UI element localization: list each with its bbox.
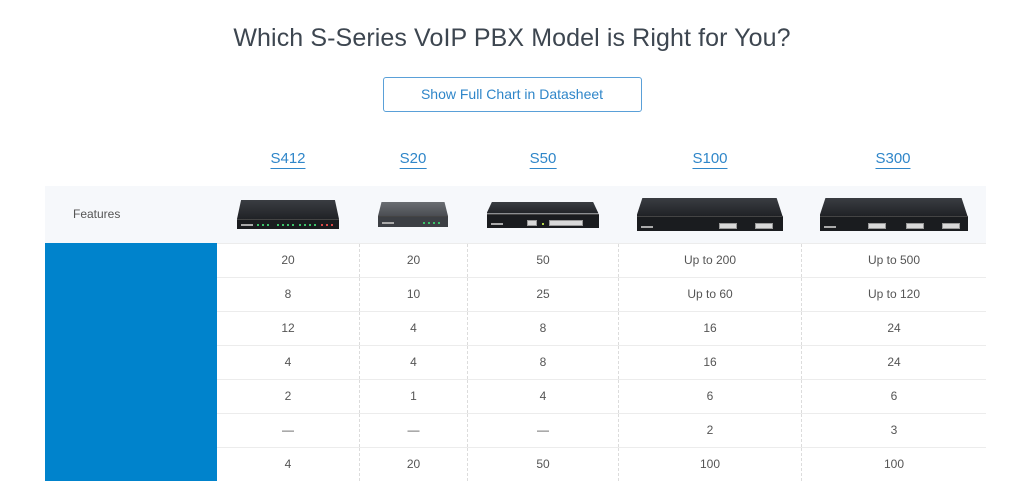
comparison-table: Features — [45, 186, 986, 481]
table-cell: 4 — [359, 346, 467, 379]
table-cell: 25 — [467, 278, 618, 311]
table-cell: 3 — [801, 414, 986, 447]
table-cell: Up to 120 — [801, 278, 986, 311]
model-link-s412[interactable]: S412 — [270, 150, 306, 169]
model-link-s20[interactable]: S20 — [399, 150, 427, 169]
s50-device-image — [486, 201, 599, 228]
s20-device-image — [378, 202, 448, 227]
table-cell: 2 — [284, 389, 292, 403]
table-cell: 16 — [618, 346, 801, 379]
table-cell: Up to 500 — [801, 244, 986, 277]
table-body: Users 20 20 50 Up to 200 Up to 500 Concu… — [45, 243, 986, 481]
table-cell: 1 — [359, 380, 467, 413]
s100-device-image — [636, 198, 783, 231]
table-cell: 4 — [284, 457, 292, 471]
table-cell: 4 — [284, 355, 292, 369]
table-cell: 6 — [618, 380, 801, 413]
features-header: Features — [73, 207, 121, 221]
s50-image-cell — [467, 186, 618, 243]
model-link-s50[interactable]: S50 — [529, 150, 557, 169]
page-title: Which S-Series VoIP PBX Model is Right f… — [233, 24, 791, 52]
table-header-row: Features — [45, 186, 986, 243]
model-link-s300[interactable]: S300 — [875, 150, 911, 169]
table-cell: 24 — [801, 346, 986, 379]
table-cell: 6 — [801, 380, 986, 413]
s300-device-image — [819, 198, 968, 231]
table-cell: 2 — [618, 414, 801, 447]
table-cell: 8 — [467, 346, 618, 379]
s100-image-cell — [618, 186, 801, 243]
s300-image-cell — [801, 186, 986, 243]
table-cell: — — [359, 414, 467, 447]
table-cell: 50 — [467, 244, 618, 277]
table-cell: 100 — [801, 448, 986, 481]
table-cell: 50 — [467, 448, 618, 481]
table-cell: 12 — [281, 321, 295, 335]
table-cell: 20 — [359, 448, 467, 481]
model-link-s100[interactable]: S100 — [692, 150, 728, 169]
table-cell: 4 — [467, 380, 618, 413]
show-datasheet-button[interactable]: Show Full Chart in Datasheet — [382, 77, 642, 112]
table-cell: 100 — [618, 448, 801, 481]
s20-image-cell — [359, 186, 467, 243]
model-links: S412 S20 S50 S100 S300 — [0, 150, 1024, 178]
s412-device-image — [237, 200, 339, 229]
table-cell: 20 — [359, 244, 467, 277]
table-cell: — — [467, 414, 618, 447]
table-cell: Up to 200 — [618, 244, 801, 277]
table-cell: Up to 60 — [618, 278, 801, 311]
table-cell: 8 — [467, 312, 618, 345]
table-cell: — — [282, 423, 294, 437]
table-cell: 10 — [359, 278, 467, 311]
table-cell: 16 — [618, 312, 801, 345]
table-cell: 8 — [284, 287, 292, 301]
table-cell: 20 — [281, 253, 295, 267]
s412-image-cell — [217, 186, 359, 243]
table-cell: 4 — [359, 312, 467, 345]
table-cell: 24 — [801, 312, 986, 345]
